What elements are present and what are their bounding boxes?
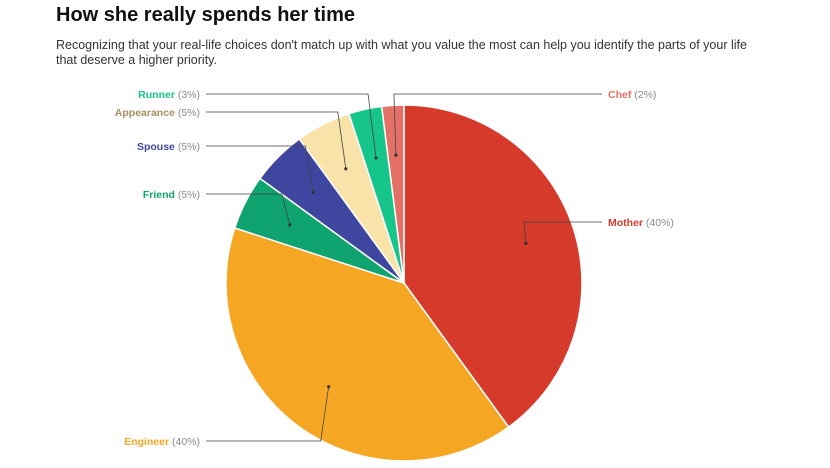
chart-title: How she really spends her time xyxy=(56,4,355,26)
pie-slice-chef xyxy=(380,104,405,284)
leader-dot-mother xyxy=(524,241,528,245)
slice-labels: Mother (40%)Engineer (40%)Friend (5%)Spo… xyxy=(115,89,674,448)
pie-slices xyxy=(225,104,583,462)
slice-percent-spouse: (5%) xyxy=(175,141,200,153)
slice-name-runner: Runner xyxy=(138,89,175,101)
slice-label-runner: Runner (3%) xyxy=(138,89,200,101)
slice-label-spouse: Spouse (5%) xyxy=(137,141,200,153)
leader-dot-friend xyxy=(288,223,292,227)
slice-name-friend: Friend xyxy=(143,189,175,201)
leader-line-chef xyxy=(393,93,602,156)
slice-label-friend: Friend (5%) xyxy=(143,189,200,201)
leader-line-spouse xyxy=(206,145,314,193)
leader-dot-spouse xyxy=(311,190,315,194)
slice-percent-chef: (2%) xyxy=(631,89,656,101)
slice-name-mother: Mother xyxy=(608,217,643,229)
slice-name-spouse: Spouse xyxy=(137,141,175,153)
leader-line-appearance xyxy=(206,111,347,169)
slice-percent-friend: (5%) xyxy=(175,189,200,201)
leader-line-runner xyxy=(206,93,377,158)
leader-line-mother xyxy=(523,221,602,244)
slice-percent-appearance: (5%) xyxy=(175,107,200,119)
chart-subtitle: Recognizing that your real-life choices … xyxy=(56,38,747,67)
slice-percent-engineer: (40%) xyxy=(169,436,200,448)
pie-slice-mother xyxy=(403,104,583,429)
slice-name-appearance: Appearance xyxy=(115,107,175,119)
leader-dot-engineer xyxy=(327,385,331,389)
slice-label-appearance: Appearance (5%) xyxy=(115,107,200,119)
slice-label-engineer: Engineer (40%) xyxy=(124,436,200,448)
slice-percent-mother: (40%) xyxy=(643,217,674,229)
slice-label-chef: Chef (2%) xyxy=(608,89,656,101)
slice-name-chef: Chef xyxy=(608,89,632,101)
leader-dot-chef xyxy=(394,153,398,157)
leader-lines xyxy=(206,93,602,442)
slice-name-engineer: Engineer xyxy=(124,436,169,448)
leader-dot-appearance xyxy=(344,167,348,171)
slice-percent-runner: (3%) xyxy=(175,89,200,101)
leader-line-friend xyxy=(206,193,291,225)
leader-dot-runner xyxy=(374,156,378,160)
slice-label-mother: Mother (40%) xyxy=(608,217,674,229)
leader-line-engineer xyxy=(206,386,330,442)
pie-slice-engineer xyxy=(225,227,510,462)
